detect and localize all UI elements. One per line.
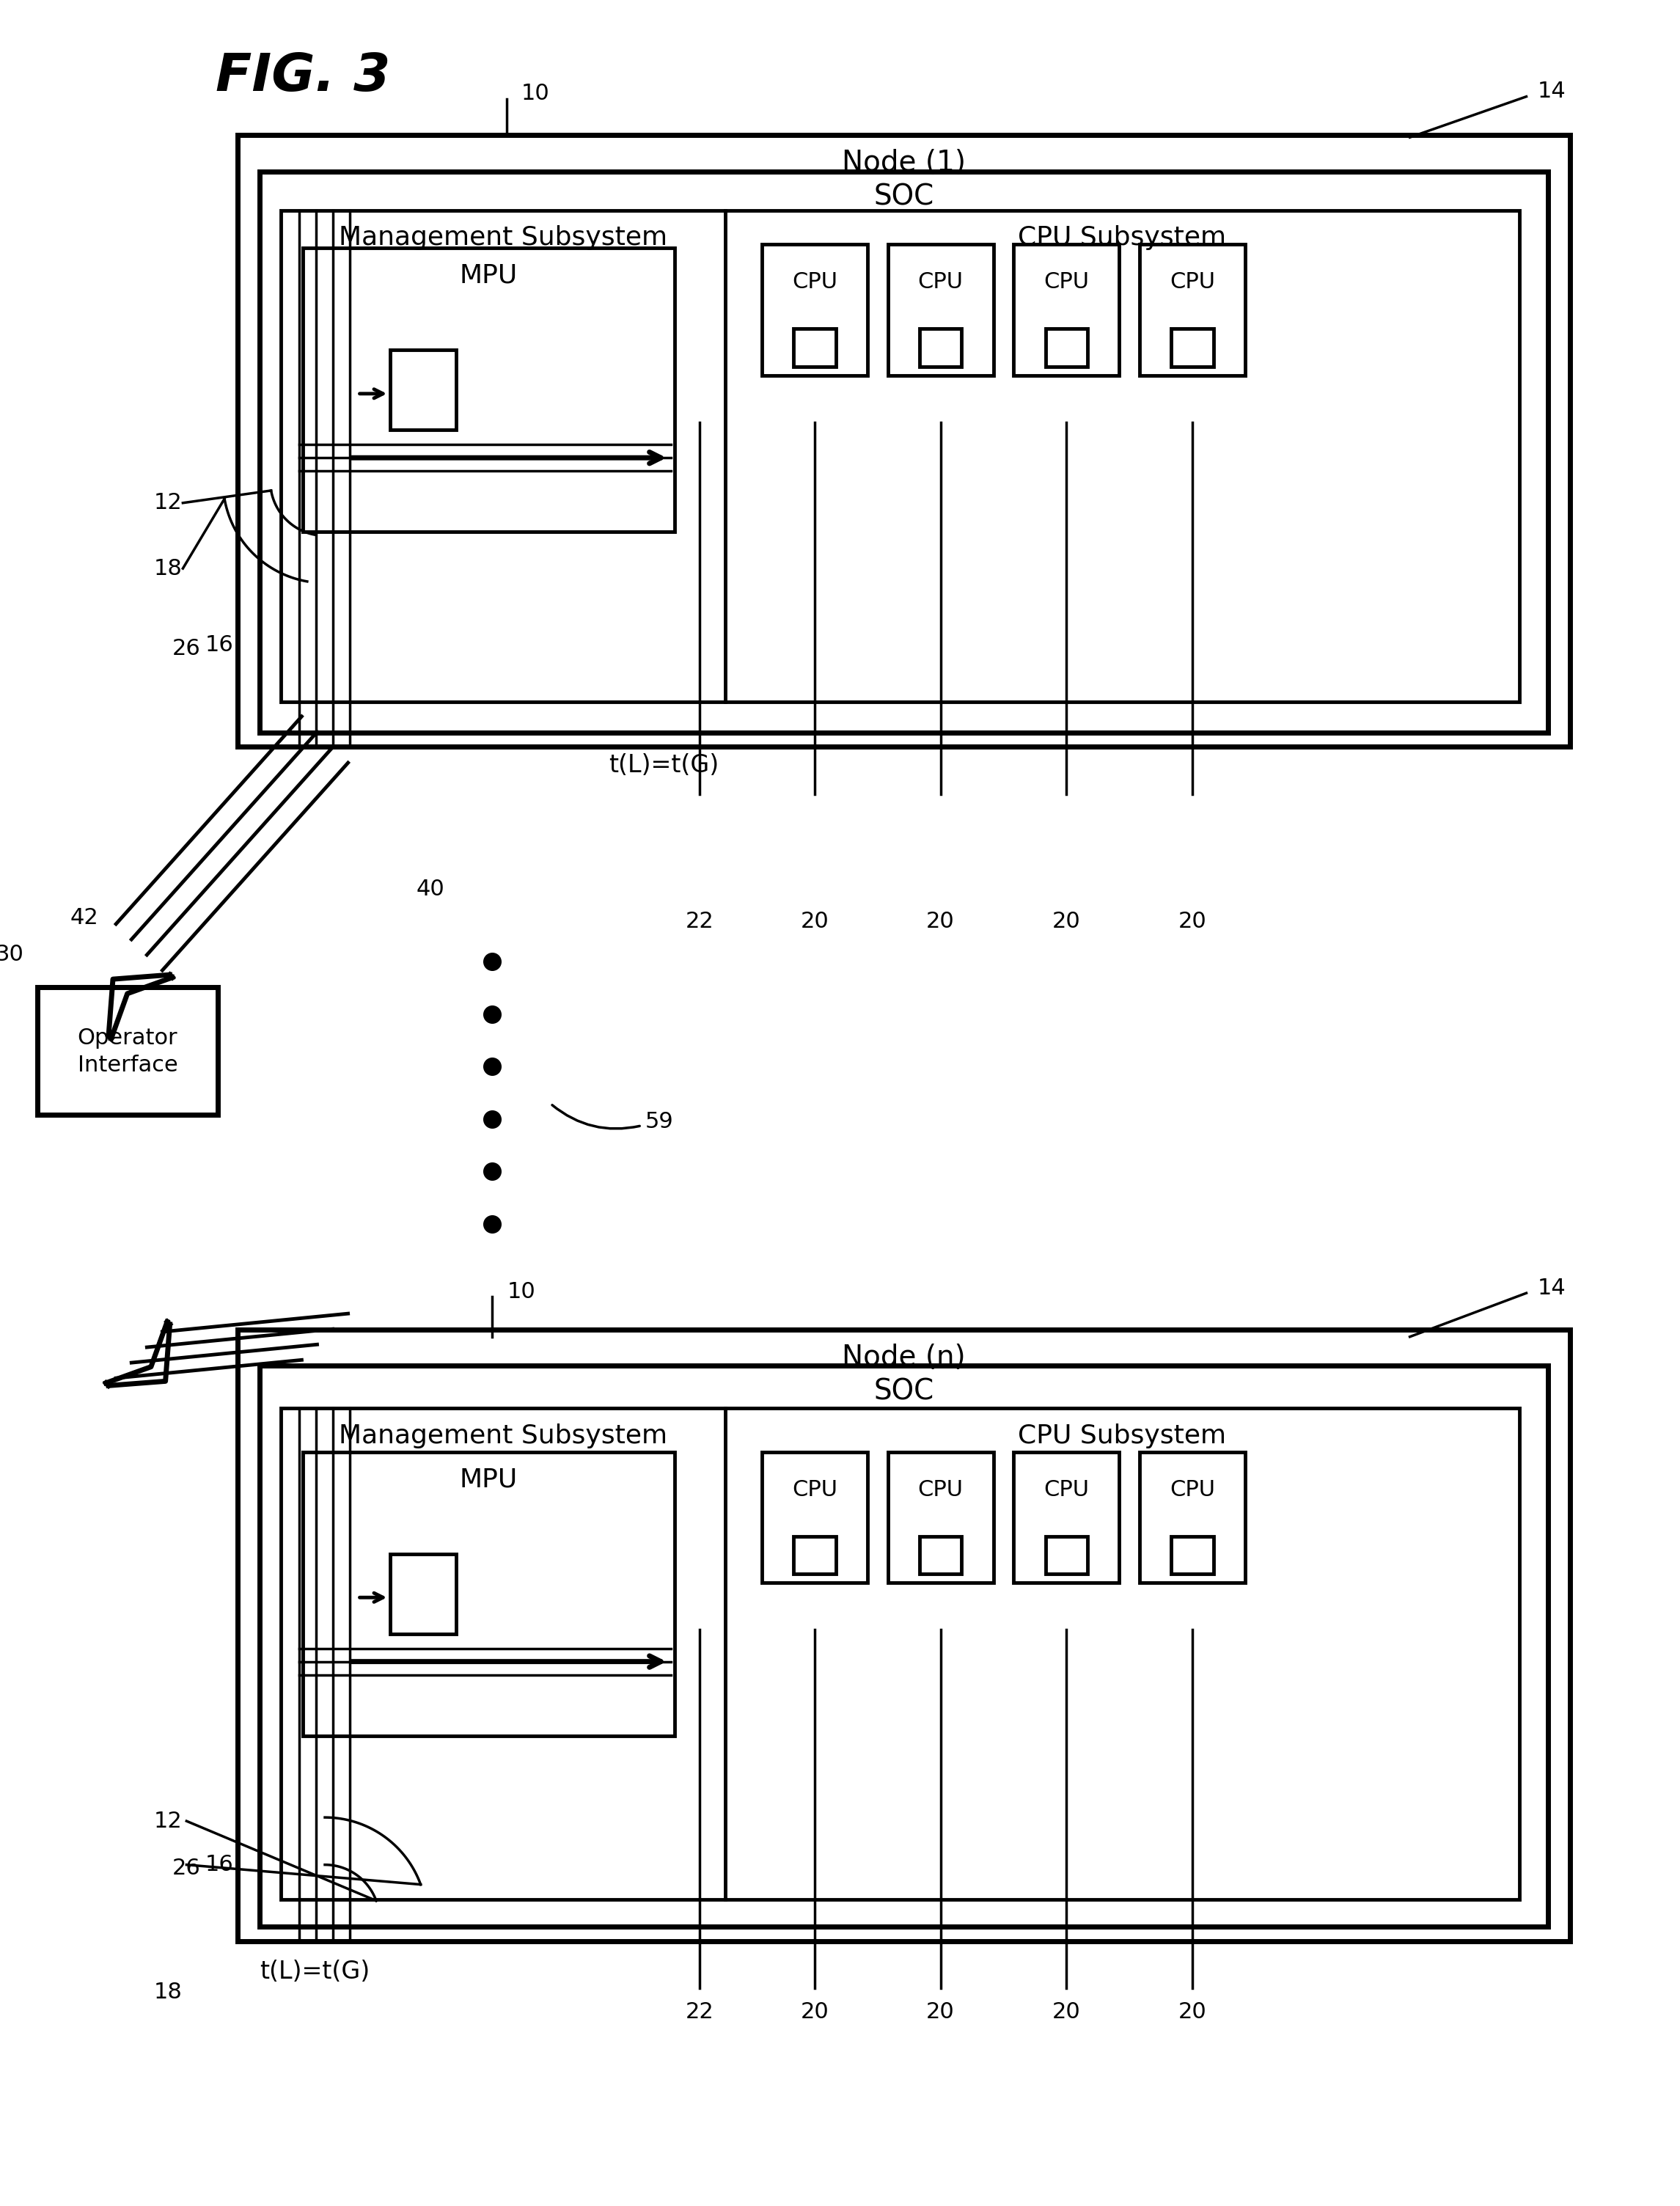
- Bar: [1139, 245, 1245, 375]
- Bar: [919, 1535, 961, 1575]
- Text: Management Subsystem: Management Subsystem: [339, 225, 667, 249]
- Bar: [281, 1407, 1519, 1899]
- Text: 20: 20: [1052, 2001, 1080, 2023]
- Text: 20: 20: [800, 911, 828, 933]
- Bar: [1045, 1535, 1087, 1575]
- Text: Operator: Operator: [77, 1028, 178, 1048]
- Text: CPU: CPU: [791, 271, 837, 293]
- Text: Management Subsystem: Management Subsystem: [339, 1423, 667, 1449]
- Text: Node (1): Node (1): [842, 148, 966, 176]
- Bar: [793, 329, 835, 366]
- Text: 20: 20: [800, 2001, 828, 2023]
- Bar: [390, 1553, 455, 1635]
- Bar: [259, 1366, 1549, 1926]
- Bar: [259, 172, 1549, 732]
- Text: CPU Subsystem: CPU Subsystem: [1018, 1423, 1226, 1449]
- Text: 26: 26: [173, 1857, 200, 1880]
- Text: CPU: CPU: [1169, 1478, 1215, 1500]
- Text: 42: 42: [71, 907, 99, 929]
- Text: 12: 12: [155, 492, 183, 514]
- Bar: [919, 329, 961, 366]
- Bar: [237, 1330, 1571, 1941]
- Text: 40: 40: [417, 878, 445, 900]
- Bar: [1171, 1535, 1213, 1575]
- Text: 14: 14: [1537, 1277, 1566, 1299]
- Text: 20: 20: [1052, 911, 1080, 933]
- Bar: [761, 245, 867, 375]
- Text: 20: 20: [1178, 911, 1206, 933]
- Bar: [281, 210, 1519, 702]
- Text: 20: 20: [926, 911, 954, 933]
- Bar: [1171, 329, 1213, 366]
- Text: CPU: CPU: [1169, 271, 1215, 293]
- Bar: [1045, 329, 1087, 366]
- Bar: [1013, 1452, 1119, 1584]
- Text: Interface: Interface: [77, 1054, 178, 1077]
- Text: 30: 30: [0, 944, 24, 964]
- Text: MPU: MPU: [460, 1467, 517, 1491]
- Bar: [887, 245, 993, 375]
- Bar: [302, 247, 674, 532]
- Text: Node (n): Node (n): [842, 1343, 966, 1372]
- Bar: [1013, 245, 1119, 375]
- Text: CPU Subsystem: CPU Subsystem: [1018, 225, 1226, 249]
- Text: t(L)=t(G): t(L)=t(G): [259, 1959, 370, 1983]
- Text: 14: 14: [1537, 82, 1566, 101]
- Text: 12: 12: [155, 1811, 183, 1831]
- Text: CPU: CPU: [1043, 271, 1089, 293]
- Text: 22: 22: [685, 2001, 714, 2023]
- Text: FIG. 3: FIG. 3: [215, 51, 390, 101]
- Bar: [237, 135, 1571, 748]
- Text: 18: 18: [155, 1981, 183, 2003]
- Text: 20: 20: [1178, 2001, 1206, 2023]
- Bar: [390, 351, 455, 430]
- Bar: [793, 1535, 835, 1575]
- Text: 16: 16: [205, 1853, 234, 1875]
- Text: 10: 10: [507, 1282, 536, 1302]
- Text: 18: 18: [155, 558, 183, 580]
- Text: CPU: CPU: [917, 271, 963, 293]
- Text: 26: 26: [173, 638, 200, 660]
- Text: CPU: CPU: [917, 1478, 963, 1500]
- Text: 22: 22: [685, 911, 714, 933]
- Bar: [761, 1452, 867, 1584]
- Text: 10: 10: [521, 84, 549, 104]
- Bar: [37, 988, 218, 1114]
- Bar: [887, 1452, 993, 1584]
- Text: CPU: CPU: [791, 1478, 837, 1500]
- Text: 16: 16: [205, 635, 234, 655]
- Bar: [302, 1452, 674, 1736]
- Bar: [1139, 1452, 1245, 1584]
- Text: t(L)=t(G): t(L)=t(G): [608, 752, 719, 777]
- Text: SOC: SOC: [874, 183, 934, 212]
- Text: 20: 20: [926, 2001, 954, 2023]
- Text: 59: 59: [645, 1112, 674, 1132]
- Text: SOC: SOC: [874, 1377, 934, 1405]
- Text: MPU: MPU: [460, 263, 517, 289]
- Text: CPU: CPU: [1043, 1478, 1089, 1500]
